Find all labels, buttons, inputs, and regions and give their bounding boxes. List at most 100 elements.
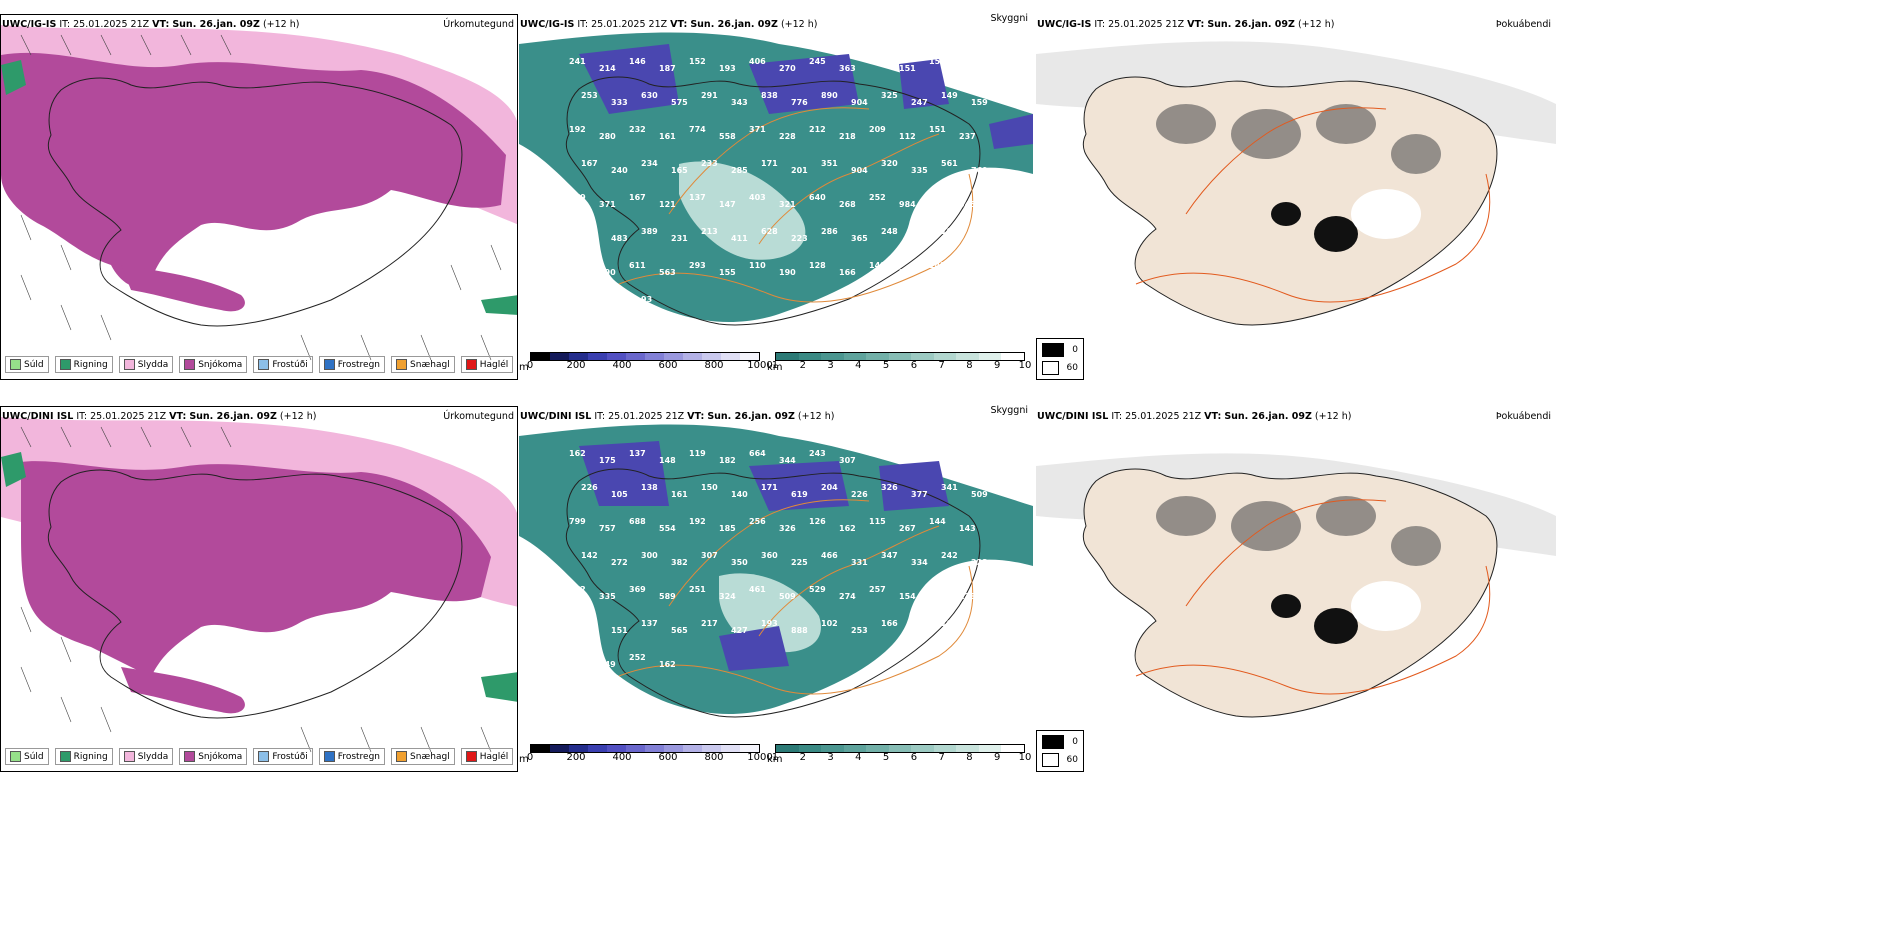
colorbar-segment <box>821 745 844 752</box>
cloud-height-label: 149 <box>941 91 958 100</box>
colorbar-segment <box>866 353 889 360</box>
fog-clear-area <box>1351 581 1421 631</box>
cloud-height-label: 621 <box>911 626 928 635</box>
cloud-height-label: 403 <box>749 193 766 202</box>
header-fog-2: UWC/DINI ISL IT: 25.01.2025 21Z VT: Sun.… <box>1037 409 1553 425</box>
iceland-land <box>1082 76 1498 326</box>
colorbar-tick: 9 <box>994 752 1001 763</box>
lead-time: (+12 h) <box>780 19 818 30</box>
roads <box>618 107 974 303</box>
legend-swatch <box>123 751 135 762</box>
cloud-high-s <box>719 626 789 671</box>
precip-type-panel-2: Súld Rigning Slydda Snjókoma Frostúði Frostre… <box>0 406 518 772</box>
vt-value: Sun. 26.jan. 09Z <box>172 19 260 30</box>
cloud-high-e <box>989 114 1033 149</box>
legend-label: Frostregn <box>337 359 381 370</box>
precip-legend-item: Frostregn <box>318 748 386 765</box>
cloud-height-label: 226 <box>581 483 598 492</box>
cloud-height-label: 175 <box>599 456 616 465</box>
fog-dense-areas <box>1271 594 1358 644</box>
snow-area-south <box>121 265 245 312</box>
legend-label: Snæhagl <box>410 751 450 762</box>
cloud-height-label: 142 <box>581 551 598 560</box>
legend-swatch <box>465 751 477 762</box>
cloud-height-label: 93 <box>641 295 652 304</box>
cloud-high-n <box>749 54 859 114</box>
cloud-height-label: 369 <box>629 585 646 594</box>
colorbar-tick: 1000 <box>747 752 773 763</box>
colorbar-tick: 6 <box>910 360 918 371</box>
colorbar-tick: 600 <box>658 360 678 371</box>
cloud-height-label: 335 <box>599 592 616 601</box>
colorbar-segment <box>588 745 607 752</box>
header-fog-1: UWC/IG-IS IT: 25.01.2025 21Z VT: Sun. 26… <box>1037 17 1553 33</box>
cloud-height-label: 270 <box>779 64 796 73</box>
snow-area-south <box>121 667 245 714</box>
cloud-height-label: 762 <box>911 234 928 243</box>
cloud-height-label: 280 <box>899 268 916 277</box>
cloud-height-label: 192 <box>569 125 586 134</box>
cloud-height-label: 232 <box>629 125 646 134</box>
cloud-height-label: 199 <box>929 449 946 458</box>
it-value: 25.01.2025 21Z <box>90 411 167 422</box>
wind-barbs <box>20 34 502 361</box>
cloud-height-label: 345 <box>959 200 976 209</box>
model-name: UWC/IG-IS <box>520 19 575 30</box>
cloud-height-label: 209 <box>869 125 886 134</box>
fog-legend-swatch <box>1042 753 1059 767</box>
legend-label: Frostúði <box>272 751 308 762</box>
height-colorbar-ticks: 0 200 400 600 800 1000 <box>527 752 773 764</box>
cloud-height-label: 167 <box>581 159 598 168</box>
legend-label: Snjókoma <box>198 751 243 762</box>
cloud-height-label: 688 <box>629 517 646 526</box>
cloud-height-label: 143 <box>929 261 946 270</box>
cloud-height-label: 237 <box>959 132 976 141</box>
model-name: UWC/IG-IS <box>2 19 57 30</box>
colorbar-segment <box>645 353 664 360</box>
cloud-height-label: 888 <box>791 626 808 635</box>
cloud-height-label: 252 <box>629 653 646 662</box>
cloud-height-label: 347 <box>881 551 898 560</box>
cloud-height-label: 77 <box>971 626 982 635</box>
rain-area <box>1 60 26 95</box>
cloud-height-label: 144 <box>929 517 946 526</box>
fog-legend-2: 0 60 <box>1036 730 1084 772</box>
panel-title-precip: Úrkomutegund <box>443 19 514 30</box>
colorbar-tick: 4 <box>855 360 862 371</box>
cloud-height-label: 240 <box>611 166 628 175</box>
cloud-height-label: 890 <box>821 91 838 100</box>
colorbar-tick: 800 <box>704 752 724 763</box>
cloud-height-label: 247 <box>911 98 928 107</box>
colorbar-tick: 5 <box>882 752 890 763</box>
it-label: IT: <box>59 19 71 30</box>
lead-time: (+12 h) <box>1297 19 1335 30</box>
cloud-height-label: 138 <box>641 483 658 492</box>
colorbar-segment <box>933 353 957 360</box>
snow-area <box>1 52 506 288</box>
vt-value: Sun. 26.jan. 09Z <box>189 411 277 422</box>
cloud-panel-1: 241 214 146 187 152 193 406 270 245 363 161 151 158 1… <box>519 14 1033 344</box>
cloud-height-label: 371 <box>599 200 616 209</box>
legend-swatch <box>258 751 270 762</box>
cloud-height-label: 159 <box>971 98 988 107</box>
legend-label: Súld <box>24 751 44 762</box>
cloud-height-label: 199 <box>941 227 958 236</box>
cloud-height-label: 611 <box>629 261 646 270</box>
rain-area-east <box>481 672 517 702</box>
iceland-coastline <box>565 76 981 326</box>
colorbar-segment <box>721 353 740 360</box>
panel-title-precip: Úrkomutegund <box>443 411 514 422</box>
cloud-height-label: 218 <box>839 132 856 141</box>
fog-legend-item: 0 <box>1042 343 1078 357</box>
it-label: IT: <box>76 411 88 422</box>
cloud-height-label: 128 <box>809 261 826 270</box>
cloud-height-label: 389 <box>641 227 658 236</box>
precip-legend-item: Súld <box>5 356 49 373</box>
cloud-height-label: 193 <box>761 619 778 628</box>
cloud-height-labels: 241 214 146 187 152 193 406 270 245 363 161 151 158 1… <box>569 57 988 311</box>
cloud-height-label: 769 <box>971 166 988 175</box>
cloud-height-label: 166 <box>839 268 856 277</box>
height-unit: m <box>519 754 529 765</box>
cloud-height-label: 256 <box>749 517 766 526</box>
cloud-height-label: 201 <box>791 166 808 175</box>
